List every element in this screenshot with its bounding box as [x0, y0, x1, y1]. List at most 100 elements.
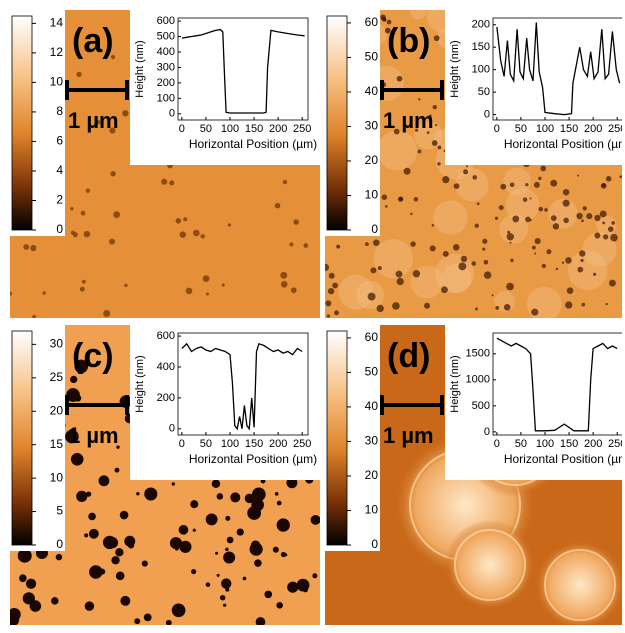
texture-dot — [203, 275, 210, 282]
texture-dot — [581, 219, 584, 222]
panel-label: (c) — [72, 337, 114, 375]
x-axis-label: Horizontal Position (µm) — [189, 137, 317, 151]
texture-dot — [600, 211, 607, 218]
colorbar-tick-label: 20 — [365, 468, 379, 482]
texture-dot — [580, 259, 583, 262]
texture-dot — [410, 213, 412, 215]
texture-dot — [7, 614, 19, 626]
texture-dot — [84, 231, 91, 238]
texture-dot — [378, 266, 382, 270]
texture-dot — [563, 218, 568, 223]
texture-dot — [134, 618, 140, 624]
y-tick-label: 400 — [157, 46, 175, 58]
x-tick-label: 0 — [494, 438, 500, 450]
texture-dot — [103, 536, 116, 549]
texture-dot — [222, 283, 225, 286]
texture-dot — [190, 500, 198, 508]
texture-dot — [111, 556, 119, 564]
texture-dot — [217, 493, 224, 500]
texture-dot — [110, 171, 115, 176]
texture-dot — [179, 541, 191, 553]
texture-dot — [183, 217, 187, 221]
texture-dot — [538, 177, 541, 180]
scale-bar-label: 1 µm — [68, 423, 119, 448]
colorbar-tick-label: 50 — [365, 50, 379, 64]
texture-dot — [103, 310, 110, 317]
texture-dot — [84, 533, 88, 537]
texture-dot — [383, 19, 386, 22]
texture-dot — [556, 268, 559, 271]
colorbar-tick-label: 10 — [50, 470, 64, 484]
texture-dot — [116, 571, 125, 580]
y-tick-label: 600 — [157, 330, 175, 342]
y-tick-label: 200 — [472, 19, 490, 31]
colorbar-tick-label: 60 — [365, 330, 379, 344]
texture-dot — [563, 200, 570, 207]
texture-dot — [283, 180, 287, 184]
panel-label: (b) — [387, 22, 430, 60]
texture-dot — [327, 314, 330, 317]
texture-dot — [19, 574, 27, 582]
texture-dot — [373, 239, 380, 246]
texture-dot — [396, 271, 403, 278]
texture-dot — [124, 536, 135, 547]
texture-dot — [200, 234, 204, 238]
x-tick-label: 150 — [245, 123, 263, 135]
x-tick-label: 200 — [269, 123, 287, 135]
texture-dot — [432, 140, 438, 146]
y-tick-label: 300 — [157, 61, 175, 73]
texture-dot — [410, 3, 426, 19]
texture-dot — [577, 267, 583, 273]
texture-dot — [484, 260, 489, 265]
x-tick-label: 0 — [179, 123, 185, 135]
texture-dot — [336, 245, 340, 249]
texture-dot — [175, 546, 179, 550]
texture-dot — [581, 303, 585, 307]
colorbar-tick-label: 40 — [365, 84, 379, 98]
texture-dot — [193, 230, 200, 237]
texture-dot — [329, 273, 335, 279]
texture-dot — [30, 600, 42, 612]
texture-dot — [565, 257, 572, 264]
texture-dot — [546, 249, 551, 254]
y-tick-label: 100 — [157, 92, 175, 104]
texture-dot — [594, 233, 600, 239]
texture-dot — [99, 475, 110, 486]
texture-dot — [88, 513, 96, 521]
texture-dot — [531, 309, 538, 316]
texture-dot — [482, 239, 487, 244]
texture-dot — [220, 595, 225, 600]
texture-dot — [256, 617, 266, 627]
texture-dot — [512, 215, 519, 222]
colorbar-tick-label: 10 — [50, 75, 64, 89]
colorbar-tick-label: 12 — [50, 45, 64, 59]
texture-dot — [86, 189, 90, 193]
colorbar-tick-label: 25 — [50, 370, 64, 384]
texture-dot — [458, 262, 466, 270]
texture-dot — [277, 518, 290, 531]
texture-dot — [553, 223, 559, 229]
texture-dot — [562, 262, 564, 264]
y-tick-label: 200 — [157, 77, 175, 89]
texture-dot — [365, 242, 369, 246]
texture-dot — [463, 169, 468, 174]
texture-dot — [443, 251, 449, 257]
x-tick-label: 250 — [293, 123, 311, 135]
texture-dot — [142, 560, 148, 566]
y-tick-label: 1000 — [466, 374, 490, 386]
texture-dot — [477, 202, 480, 205]
texture-dot — [81, 211, 86, 216]
texture-dot — [76, 491, 87, 502]
texture-dot — [535, 238, 541, 244]
colorbar-tick-label: 2 — [56, 193, 63, 207]
texture-dot — [437, 162, 440, 165]
texture-dot — [289, 242, 293, 246]
texture-dot — [432, 224, 435, 227]
texture-dot — [418, 98, 420, 100]
texture-dot — [568, 250, 608, 290]
texture-dot — [322, 264, 329, 271]
texture-dot — [461, 256, 467, 262]
texture-dot — [113, 211, 120, 218]
